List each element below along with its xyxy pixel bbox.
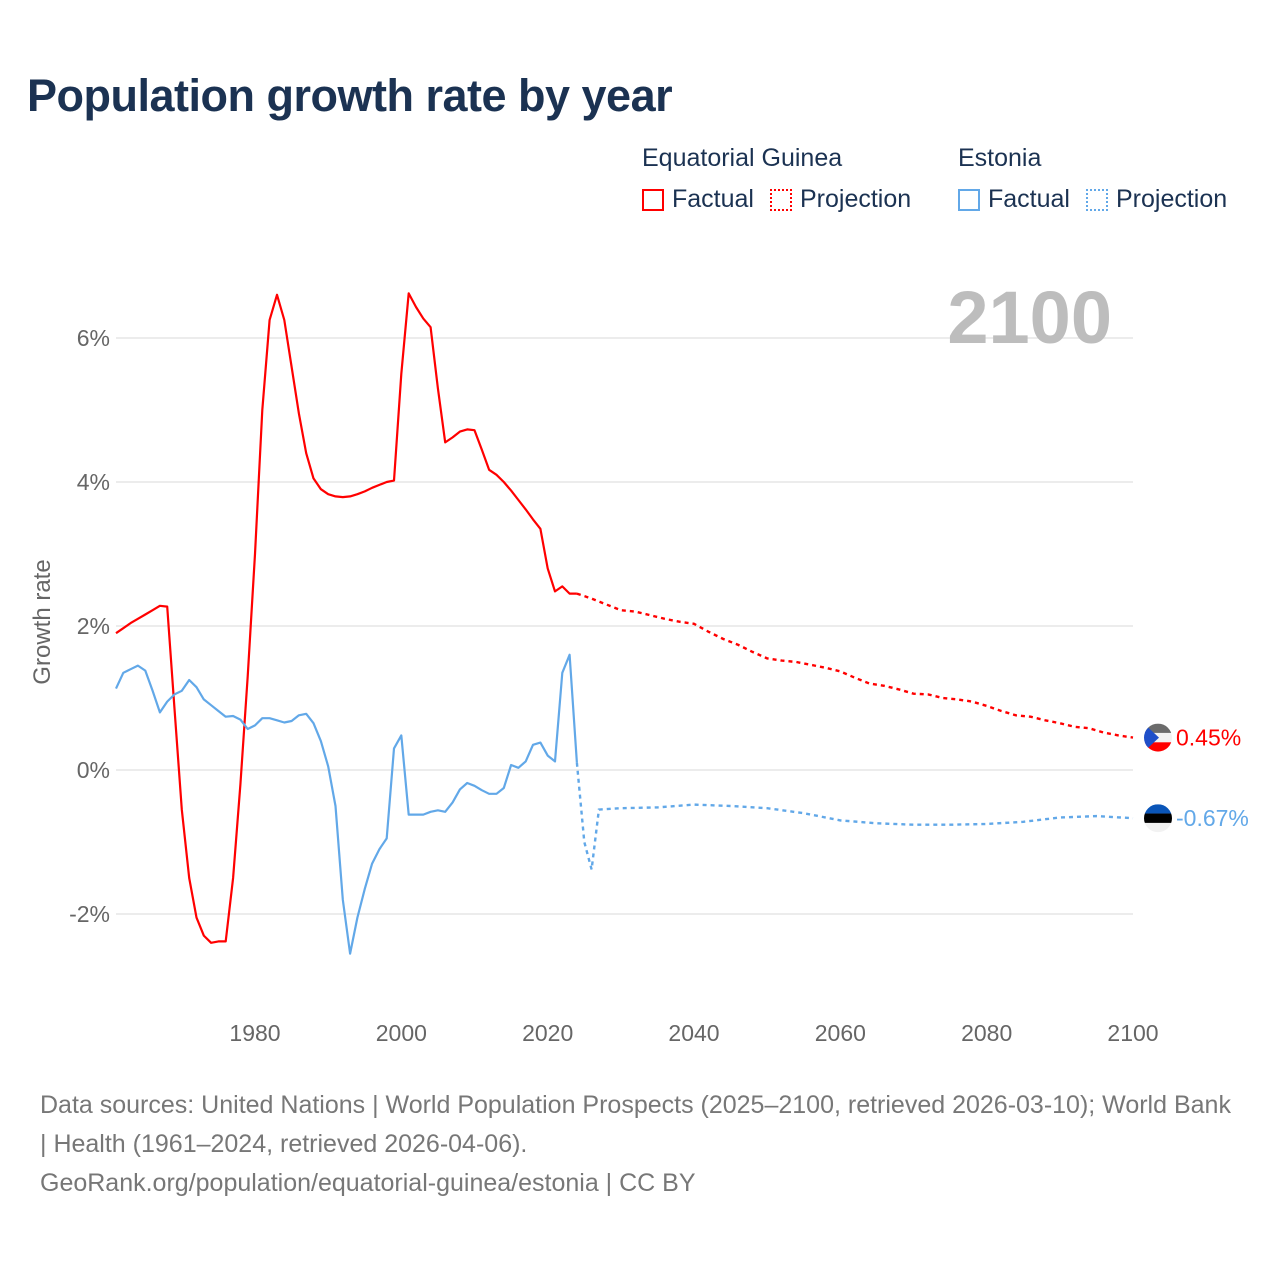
legend-swatch-dotted	[1085, 188, 1108, 211]
credit-link[interactable]: GeoRank.org/population/equatorial-guinea…	[40, 1169, 696, 1197]
series-projection-line	[576, 592, 1134, 739]
year-indicator: 2100	[947, 276, 1112, 359]
end-value-label: 0.45%	[1176, 725, 1241, 751]
flag-stripes	[1144, 723, 1172, 752]
y-tick-label: 0%	[77, 757, 110, 783]
x-tick-label: 2060	[815, 1020, 866, 1046]
legend-group-title: Equatorial Guinea	[642, 144, 843, 172]
y-tick-label: 2%	[77, 613, 110, 639]
x-tick-label: 2000	[376, 1020, 427, 1046]
legend-swatch-solid	[958, 188, 980, 211]
x-tick-label: 2100	[1107, 1020, 1158, 1046]
legend-equatorial-guinea: Equatorial Guinea Factual Projection	[642, 144, 927, 214]
flag-stripe	[1144, 822, 1172, 833]
end-value-label: -0.67%	[1176, 805, 1249, 831]
flag-stripe	[1144, 742, 1172, 752]
legend-group-title: Estonia	[958, 144, 1042, 172]
legend-item-projection[interactable]: Projection	[769, 185, 912, 214]
legend-estonia: Estonia Factual Projection	[958, 144, 1243, 214]
legend-label: Projection	[1115, 185, 1228, 213]
series-factual-line	[115, 653, 578, 955]
legend-item-factual[interactable]: Factual	[642, 185, 754, 214]
x-tick-label: 2080	[961, 1020, 1012, 1046]
series-factual-line	[115, 292, 577, 944]
x-tick-label: 2040	[668, 1020, 719, 1046]
legend-item-projection[interactable]: Projection	[1085, 185, 1228, 214]
y-tick-label: -2%	[69, 901, 110, 927]
flag-stripe	[1144, 813, 1172, 823]
footer: Data sources: United Nations | World Pop…	[40, 1086, 1240, 1203]
flag-stripe	[1144, 723, 1172, 733]
legend-swatch-solid	[642, 188, 664, 211]
flag-triangle	[1144, 723, 1159, 752]
y-tick-label: 6%	[77, 325, 110, 351]
legend-label: Projection	[799, 185, 912, 213]
x-tick-label: 1980	[229, 1020, 280, 1046]
x-tick-label: 2020	[522, 1020, 573, 1046]
legend-item-factual[interactable]: Factual	[958, 185, 1070, 214]
y-axis-label: Growth rate	[29, 559, 56, 684]
data-sources: Data sources: United Nations | World Pop…	[40, 1091, 1231, 1158]
legend-label: Factual	[672, 185, 754, 213]
legend-label: Factual	[988, 185, 1070, 213]
series-projection-line	[575, 762, 1134, 870]
line-chart: -2%0%2%4%6%1980 2000 2020 2040 2060 2080 2100 …	[29, 276, 1249, 1046]
flag-icon	[1144, 723, 1172, 752]
flag-icon	[1144, 804, 1172, 833]
y-tick-label: 4%	[77, 469, 110, 495]
legend-swatch-dotted	[769, 188, 792, 211]
chart-title: Population growth rate by year	[27, 70, 673, 121]
flag-stripes	[1144, 804, 1172, 833]
flag-stripe	[1144, 804, 1172, 814]
